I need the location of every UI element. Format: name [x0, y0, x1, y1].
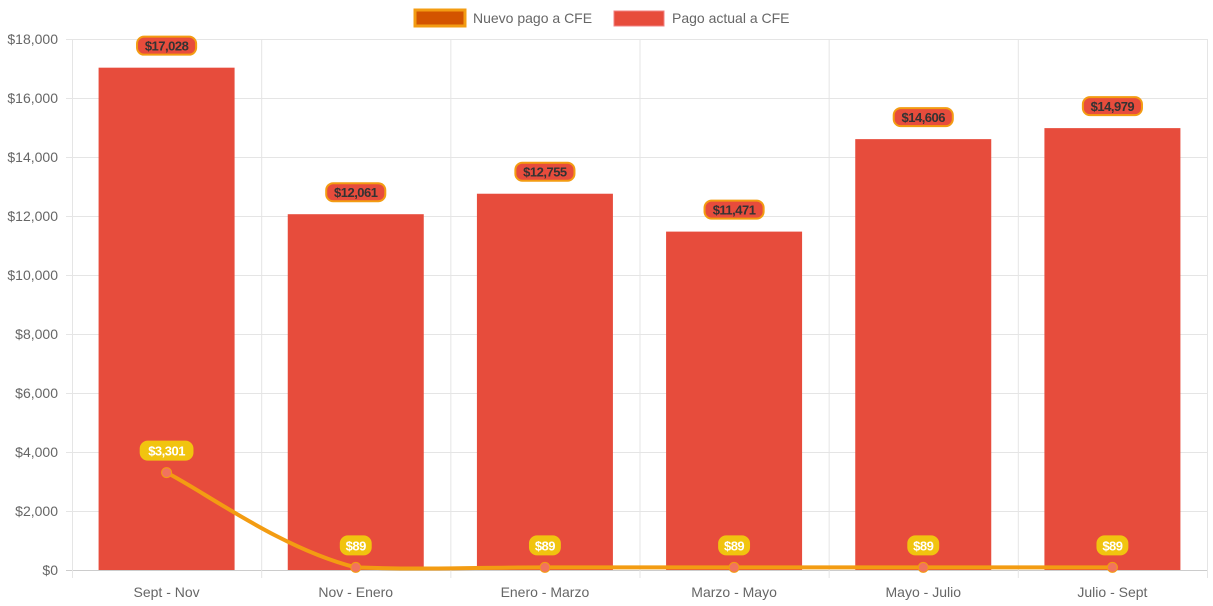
line-data-label: $3,301 — [148, 444, 185, 459]
bar-data-label-bg — [892, 107, 954, 128]
y-tick-label: $6,000 — [15, 385, 58, 401]
y-tick-label: $10,000 — [7, 267, 58, 283]
y-tick-label: $0 — [42, 562, 58, 578]
y-tick-label: $8,000 — [15, 326, 58, 342]
line-point — [917, 561, 929, 573]
line-point — [1106, 561, 1118, 573]
bar-data-label: $12,755 — [523, 165, 567, 180]
x-tick-label: Enero - Marzo — [501, 584, 590, 600]
y-tick-label: $18,000 — [7, 31, 58, 47]
x-tick-label: Marzo - Mayo — [691, 584, 777, 600]
line-data-label: $89 — [346, 538, 366, 553]
x-tick-label: Mayo - Julio — [886, 584, 962, 600]
bar — [666, 231, 803, 570]
bar — [855, 139, 992, 571]
line-data-label: $89 — [1102, 538, 1122, 553]
bar — [1044, 128, 1181, 570]
bar-data-label: $14,606 — [902, 110, 946, 125]
bar-data-label: $17,028 — [145, 39, 189, 54]
bar-data-label-bg — [136, 35, 198, 56]
line-data-label-bg — [339, 535, 372, 556]
bar-data-label: $11,471 — [713, 203, 756, 218]
x-tick-label: Sept - Nov — [134, 584, 200, 600]
line-data-label: $89 — [913, 538, 933, 553]
y-tick-label: $2,000 — [15, 503, 58, 519]
bar-data-label-bg — [514, 161, 576, 182]
x-tick-label: Nov - Enero — [318, 584, 393, 600]
bar — [476, 193, 613, 571]
line-point — [350, 561, 362, 573]
y-tick-label: $14,000 — [7, 149, 58, 165]
line-data-label-bg — [907, 535, 940, 556]
bar-data-label: $12,061 — [334, 185, 378, 200]
legend-label-bar: Pago actual a CFE — [672, 10, 790, 26]
line-data-label: $89 — [535, 538, 555, 553]
x-tick-label: Julio - Sept — [1077, 584, 1147, 600]
bar — [98, 67, 235, 570]
line-data-label: $89 — [724, 538, 744, 553]
line-point — [539, 561, 551, 573]
y-tick-label: $16,000 — [7, 90, 58, 106]
bar-data-label-bg — [325, 182, 387, 203]
line-data-label-bg — [718, 535, 751, 556]
bar-data-label: $14,979 — [1091, 99, 1135, 114]
bar-data-label-bg — [703, 199, 765, 220]
legend-swatch-line — [413, 8, 467, 28]
line-data-label-bg — [1096, 535, 1129, 556]
y-tick-label: $12,000 — [7, 208, 58, 224]
line-point — [161, 467, 173, 479]
line-data-label-bg — [139, 440, 194, 461]
line-data-label-bg — [528, 535, 561, 556]
y-tick-label: $4,000 — [15, 444, 58, 460]
line-series — [165, 470, 1113, 571]
bar-data-label-bg — [1081, 96, 1143, 117]
legend-label-line: Nuevo pago a CFE — [473, 10, 592, 26]
bar — [287, 214, 424, 570]
line-point — [728, 561, 740, 573]
legend-swatch-bar — [613, 10, 665, 27]
